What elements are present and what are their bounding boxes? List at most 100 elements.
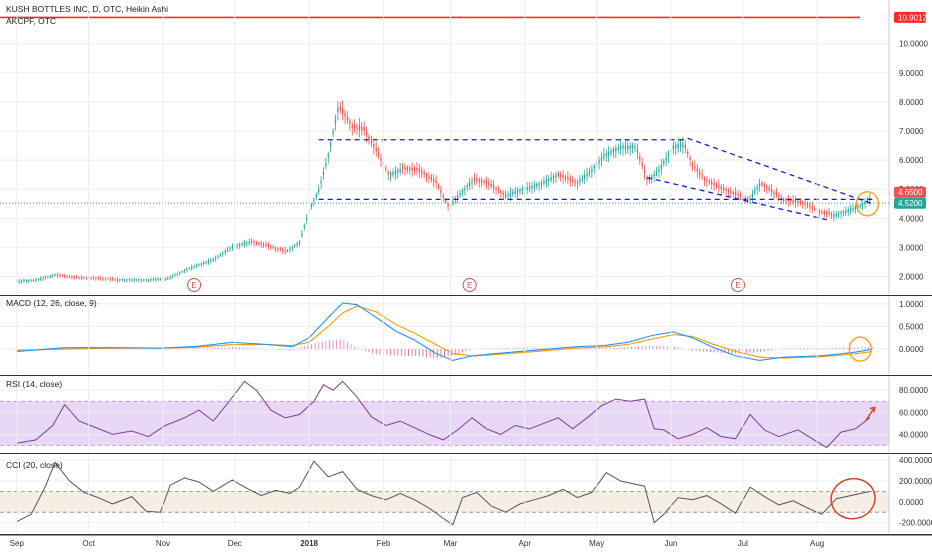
price-tick-label: 4.0000 [899, 214, 924, 223]
candle-body [370, 139, 373, 144]
candle-body [545, 179, 547, 183]
candle-body [713, 182, 715, 186]
candle-body [473, 177, 476, 181]
candle-body [159, 278, 162, 280]
candle-body [555, 174, 557, 178]
candle-body [428, 175, 430, 179]
candle-body [799, 201, 801, 204]
candle-body [639, 156, 641, 160]
candle-body [521, 188, 524, 192]
candle-body [866, 199, 869, 203]
candle-body [265, 244, 267, 246]
candle-body [380, 157, 382, 161]
candle-body [457, 195, 459, 198]
candle-body [20, 280, 23, 282]
cci-line [16, 460, 870, 526]
candle-body [552, 175, 555, 179]
candle-body [30, 279, 32, 281]
candle-body [133, 279, 135, 281]
prev-close-badge: 4.6500 [894, 186, 926, 198]
candle-body [131, 279, 133, 281]
candle-body [392, 172, 394, 176]
price-tick-label: 2.0000 [899, 273, 924, 282]
candle-body [706, 179, 708, 182]
candle-body [708, 180, 710, 183]
candle-body [569, 178, 571, 182]
candle-body [699, 171, 701, 175]
candle-body [588, 170, 591, 174]
candle-body [306, 217, 308, 221]
x-tick-label: Mar [444, 539, 458, 548]
candle-body [703, 178, 706, 181]
candle-body [665, 157, 667, 161]
candle-body [224, 250, 226, 253]
candle-body [636, 148, 639, 153]
candle-body [622, 145, 624, 149]
trendline [646, 176, 827, 221]
candle-body [790, 199, 792, 202]
candle-body [272, 246, 274, 249]
candle-body [442, 195, 444, 198]
candle-body [576, 181, 579, 184]
cci-tick-label: 0.0000 [899, 498, 924, 507]
macd-pane: 1.0000 0.5000 0.0000 [0, 297, 932, 376]
candle-body [138, 279, 140, 281]
candle-body [605, 153, 607, 156]
candle-body [727, 189, 730, 193]
candle-body [327, 154, 329, 158]
price-title: KUSH BOTTLES INC, D, OTC, Heikin Ashi [6, 4, 168, 14]
candle-body [294, 245, 296, 247]
candle-body [195, 265, 198, 267]
candle-body [792, 199, 794, 203]
candle-body [818, 210, 821, 213]
candle-body [440, 189, 442, 193]
candle-body [744, 197, 746, 200]
candle-body [18, 280, 20, 282]
candle-body [277, 248, 279, 250]
candle-body [291, 246, 293, 249]
candle-body [416, 167, 418, 172]
candle-body [373, 144, 375, 148]
rsi-tick-label: 80.0000 [899, 386, 928, 395]
candle-body [64, 275, 66, 277]
candle-body [52, 275, 54, 277]
candle-body [533, 184, 536, 188]
candle-body [814, 208, 816, 210]
candle-body [526, 187, 528, 191]
candle-body [176, 273, 178, 275]
candle-body [536, 184, 538, 187]
candle-body [770, 189, 773, 193]
macd-tick-label: 1.0000 [899, 300, 924, 309]
candle-body [260, 242, 262, 245]
price-subtitle: AKCPF, OTC [6, 16, 56, 26]
candle-body [71, 276, 73, 278]
candle-body [761, 182, 763, 186]
candle-body [356, 126, 358, 130]
candle-body [279, 248, 282, 251]
horizontal-line-badge: 10.9012 [894, 11, 927, 23]
candle-body [73, 276, 75, 278]
candle-body [243, 242, 246, 245]
candle-body [581, 177, 583, 180]
candle-body [191, 266, 193, 269]
candle-body [423, 172, 425, 176]
price-highlight-ellipse [855, 191, 880, 217]
candle-body [557, 173, 559, 176]
candle-body [775, 192, 778, 196]
macd-title: MACD (12, 26, close, 9) [6, 298, 97, 308]
candle-body [375, 147, 377, 152]
candle-body [739, 194, 742, 198]
candle-body [32, 279, 35, 281]
candle-body [519, 189, 521, 192]
candle-body [47, 276, 49, 278]
rsi-arrow-annotation [865, 408, 875, 421]
last-price-badge-label: 4.5200 [898, 199, 923, 208]
candle-body [147, 279, 150, 281]
candle-body [114, 279, 116, 281]
candle-body [433, 178, 435, 182]
candle-body [421, 170, 423, 174]
candle-body [217, 255, 219, 257]
candle-body [143, 279, 145, 281]
candle-body [461, 190, 464, 193]
candle-body [485, 180, 488, 184]
